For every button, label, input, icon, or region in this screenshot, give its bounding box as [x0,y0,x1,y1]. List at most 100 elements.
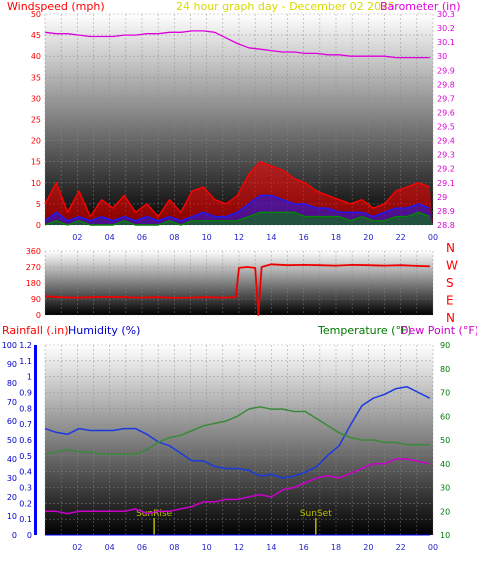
x-tick-label: 18 [331,233,341,242]
wind-y-tick: 50 [31,10,41,19]
x-tick-label: 16 [299,233,309,242]
rainfall-y-tick: 0.2 [19,499,32,508]
direction-y-tick: 90 [31,295,41,304]
barometer-y-tick: 29.7 [437,94,455,103]
wind-y-tick: 35 [31,73,41,82]
wind-average-line [44,194,431,222]
barometer-line [44,30,430,59]
humidity-y-tick: 10 [7,512,17,521]
x-tick-label: 12 [234,543,244,552]
direction-y-axis-ticks: 0 90 180 270 360 [26,247,41,320]
sun-markers: SunRise SunSet [136,509,332,535]
humidity-y-tick: 80 [7,379,17,388]
barometer-y-tick: 29.4 [437,137,455,146]
rainfall-axis-bar [34,345,37,535]
temperature-y-tick: 60 [440,412,450,421]
x-tick-label: 22 [396,543,406,552]
temperature-y-tick: 80 [440,365,450,374]
humidity-y-tick: 40 [7,455,17,464]
humidity-y-tick: 0 [12,531,17,540]
wind-y-tick: 5 [36,200,41,209]
windspeed-axis-label: Windspeed (mph) [7,0,105,13]
compass-letter: N [446,241,455,255]
wind-y-tick: 25 [31,116,41,125]
temp-series-group [44,386,431,536]
temperature-y-tick: 20 [440,507,450,516]
barometer-y-tick: 29.2 [437,165,455,174]
rainfall-y-tick: 1 [27,373,32,382]
rainfall-y-tick: 0.5 [19,452,32,461]
x-tick-label: 02 [72,233,82,242]
x-tick-label: 16 [299,543,309,552]
temperature-y-tick: 70 [440,389,450,398]
barometer-y-tick: 29.5 [437,123,455,132]
humidity-y-tick: 90 [7,360,17,369]
rainfall-y-tick: 0.3 [19,484,32,493]
compass-letter: E [446,294,454,308]
rainfall-y-tick: 0.8 [19,404,32,413]
humidity-y-axis-ticks: 0 10 20 30 40 50 60 70 80 90 100 [2,341,17,540]
barometer-y-tick: 30 [437,52,447,61]
humidity-y-tick: 60 [7,417,17,426]
compass-letter: S [446,276,454,290]
wind-y-tick: 40 [31,52,41,61]
barometer-y-tick: 29.1 [437,179,455,188]
wind-y-tick: 15 [31,158,41,167]
humidity-y-tick: 30 [7,474,17,483]
x-tick-label: 14 [266,543,276,552]
barometer-y-tick: 30.2 [437,24,455,33]
x-tick-label: 06 [137,233,147,242]
x-tick-label: 00 [428,543,438,552]
wind-x-axis-ticks: 02 04 06 08 10 12 14 16 18 20 22 00 [72,233,438,242]
x-tick-label: 08 [169,233,179,242]
sunset-label: SunSet [300,509,332,519]
rainfall-y-tick: 0.4 [19,468,32,477]
rainfall-y-tick: 0.6 [19,436,32,445]
wind-y-tick: 10 [31,179,41,188]
barometer-y-tick: 29.9 [437,66,455,75]
barometer-y-tick: 30.1 [437,38,455,47]
barometer-y-axis-ticks: 28.8 28.9 29 29.1 29.2 29.3 29.4 29.5 29.6 29.7 29… [437,10,455,230]
direction-y-tick: 180 [26,279,41,288]
temperature-y-tick: 30 [440,484,450,493]
direction-line [44,263,430,316]
x-tick-label: 20 [363,233,373,242]
rainfall-y-tick: 1.2 [19,341,32,350]
barometer-y-tick: 29.8 [437,80,455,89]
rainfall-y-axis-ticks: 0 0.1 0.2 0.3 0.4 0.5 0.6 0.7 0.8 0.9 1 1.1 1.2 [19,341,32,540]
temperature-y-tick: 50 [440,436,450,445]
wind-series-group [44,160,433,226]
rainfall-y-tick: 0 [27,531,32,540]
x-tick-label: 22 [396,233,406,242]
wind-grid [44,13,434,226]
x-tick-label: 10 [202,543,212,552]
wind-gust-line [44,160,431,218]
x-tick-label: 02 [72,543,82,552]
x-tick-label: 08 [169,543,179,552]
humidity-y-tick: 70 [7,398,17,407]
direction-series-group [44,263,430,316]
compass-letter: W [446,259,458,273]
dew-point-line [45,458,430,515]
wind-low-line [44,211,431,226]
temperature-y-axis-ticks: 10 20 30 40 50 60 70 80 90 [440,341,450,540]
wind-y-axis-ticks: 0 5 10 15 20 25 30 35 40 45 50 [31,10,41,230]
x-tick-label: 10 [202,233,212,242]
temperature-y-tick: 40 [440,460,450,469]
rainfall-y-tick: 0.1 [19,515,32,524]
direction-y-tick: 270 [26,263,41,272]
dewpoint-axis-label: Dew Point (°F) [400,324,477,337]
wind-y-tick: 45 [31,31,41,40]
humidity-y-tick: 100 [2,341,17,350]
humidity-y-tick: 50 [7,436,17,445]
chart-title: 24 hour graph day - December 02 2025 [176,0,395,13]
temperature-line [44,406,430,456]
temperature-y-tick: 90 [440,341,450,350]
x-tick-label: 06 [137,543,147,552]
wind-y-tick: 30 [31,94,41,103]
barometer-axis-label: Barometer (in) [380,0,461,13]
barometer-y-tick: 30.3 [437,10,455,19]
humidity-y-tick: 20 [7,493,17,502]
